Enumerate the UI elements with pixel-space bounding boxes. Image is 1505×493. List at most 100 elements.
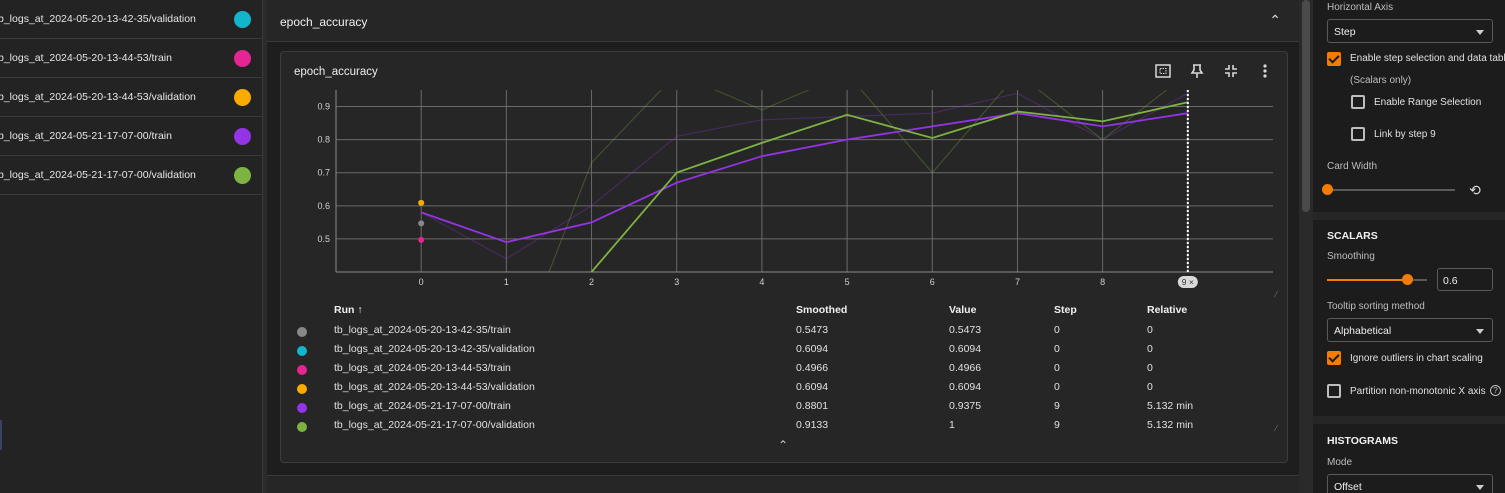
dropdown-arrow-icon	[1476, 485, 1484, 490]
table-row: tb_logs_at_2024-05-20-13-44-53/validatio…	[281, 379, 1289, 398]
fullscreen-exit-icon[interactable]	[1221, 62, 1241, 82]
y-tick-label: 0.7	[317, 168, 330, 178]
table-row: tb_logs_at_2024-05-21-17-07-00/train 0.88…	[281, 398, 1289, 417]
step-selection-label: Enable step selection and data table	[1350, 53, 1505, 64]
link-by-step-checkbox[interactable]	[1351, 127, 1365, 141]
step-selector-badge	[1177, 276, 1198, 288]
card-width-knob[interactable]	[1322, 184, 1333, 195]
dropdown-arrow-icon	[1476, 30, 1484, 35]
scalars-only-note: (Scalars only)	[1350, 75, 1412, 86]
cell-smoothed: 0.4966	[796, 362, 829, 374]
more-vert-icon[interactable]	[1255, 62, 1275, 82]
cell-run: tb_logs_at_2024-05-21-17-07-00/train	[334, 400, 511, 412]
partition-label: Partition non-monotonic X axis	[1350, 386, 1486, 397]
table-row: tb_logs_at_2024-05-20-13-44-53/train 0.49…	[281, 360, 1289, 379]
cell-step: 0	[1054, 362, 1060, 374]
scalars-section-title: SCALARS	[1327, 230, 1378, 242]
cell-smoothed: 0.6094	[796, 343, 829, 355]
fit-to-domain-icon[interactable]	[1153, 62, 1173, 82]
run-label: b_logs_at_2024-05-20-13-44-53/validation	[0, 91, 196, 103]
cell-value: 0.6094	[949, 381, 982, 393]
cell-smoothed: 0.8801	[796, 400, 829, 412]
cell-relative: 5.132 min	[1147, 400, 1194, 412]
smoothing-label: Smoothing	[1327, 251, 1375, 262]
plot-area	[418, 90, 1189, 272]
run-color-swatch[interactable]	[234, 50, 251, 67]
header-step[interactable]: Step	[1054, 304, 1077, 316]
run-color-dot	[297, 403, 307, 413]
help-icon[interactable]: ?	[1490, 385, 1501, 396]
runs-sidebar: b_logs_at_2024-05-20-13-42-35/validation…	[0, 0, 263, 493]
step-selector-label: 9 ×	[1182, 277, 1194, 287]
run-item[interactable]: b_logs_at_2024-05-20-13-42-35/validation	[0, 0, 262, 39]
cell-relative: 0	[1147, 343, 1153, 355]
smoothing-value: 0.6	[1443, 275, 1458, 287]
header-value[interactable]: Value	[949, 304, 977, 316]
range-selection-checkbox[interactable]	[1351, 95, 1365, 109]
chevron-up-icon[interactable]: ⌃	[1269, 12, 1281, 28]
cell-run: tb_logs_at_2024-05-20-13-44-53/validatio…	[334, 381, 535, 393]
series-point	[418, 220, 425, 227]
card-group-header[interactable]: epoch_accuracy ⌃	[267, 0, 1299, 42]
cell-smoothed: 0.6094	[796, 381, 829, 393]
pin-icon[interactable]	[1187, 62, 1207, 82]
card-toolbar	[1153, 62, 1275, 82]
cell-smoothed: 0.9133	[796, 419, 829, 431]
series-line	[590, 101, 1188, 272]
partition-checkbox[interactable]	[1327, 384, 1341, 398]
header-smoothed[interactable]: Smoothed	[796, 304, 848, 316]
run-item[interactable]: b_logs_at_2024-05-20-13-44-53/validation	[0, 78, 262, 117]
chevron-up-icon[interactable]: ⌃	[778, 438, 789, 452]
cell-step: 0	[1054, 381, 1060, 393]
cell-smoothed: 0.5473	[796, 324, 829, 336]
run-item[interactable]: b_logs_at_2024-05-21-17-07-00/validation	[0, 156, 262, 195]
sidebar-resize-handle[interactable]	[263, 0, 267, 493]
select-value: Alphabetical	[1334, 325, 1392, 337]
select-value: Step	[1334, 26, 1356, 38]
run-color-swatch[interactable]	[234, 89, 251, 106]
ignore-outliers-label: Ignore outliers in chart scaling	[1350, 353, 1483, 364]
run-item[interactable]: b_logs_at_2024-05-20-13-44-53/train	[0, 39, 262, 78]
run-label: b_logs_at_2024-05-20-13-44-53/train	[0, 52, 172, 64]
table-resize-handle[interactable]: ⁄	[1275, 424, 1277, 433]
section-divider	[1313, 416, 1505, 424]
scrollbar-thumb[interactable]	[1302, 0, 1310, 212]
mode-select[interactable]: Offset	[1327, 474, 1493, 493]
line-chart[interactable]: 0.5 0.6 0.7 0.8 0.9 0 1 2 3 4 5 6 7 8 9 ×	[281, 88, 1289, 300]
smoothing-fill	[1327, 279, 1407, 281]
smoothing-knob[interactable]	[1402, 274, 1413, 285]
x-tick-label: 0	[419, 277, 424, 287]
run-color-swatch[interactable]	[234, 128, 251, 145]
x-tick-label: 3	[674, 277, 679, 287]
x-tick-label: 8	[1100, 277, 1105, 287]
cell-run: tb_logs_at_2024-05-20-13-44-53/train	[334, 362, 511, 374]
run-item[interactable]: b_logs_at_2024-05-21-17-07-00/train	[0, 117, 262, 156]
horizontal-axis-select[interactable]: Step	[1327, 19, 1493, 43]
group-title: epoch_accuracy	[280, 15, 368, 29]
cell-relative: 0	[1147, 324, 1153, 336]
card-width-track[interactable]	[1327, 189, 1455, 191]
main-scrollbar[interactable]	[1299, 0, 1313, 493]
y-tick-label: 0.6	[317, 201, 330, 211]
series-point	[418, 236, 425, 243]
cell-run: tb_logs_at_2024-05-21-17-07-00/validatio…	[334, 419, 535, 431]
cell-step: 0	[1054, 324, 1060, 336]
run-color-swatch[interactable]	[234, 167, 251, 184]
step-selection-checkbox[interactable]	[1327, 52, 1341, 66]
table-row: tb_logs_at_2024-05-21-17-07-00/validatio…	[281, 417, 1289, 436]
run-label: b_logs_at_2024-05-21-17-07-00/train	[0, 130, 172, 142]
reset-icon[interactable]: ⟲	[1469, 182, 1481, 198]
cell-step: 9	[1054, 400, 1060, 412]
data-table: Run ↑ Smoothed Value Step Relative tb_lo…	[281, 302, 1289, 436]
header-relative[interactable]: Relative	[1147, 304, 1188, 316]
cell-value: 0.6094	[949, 343, 982, 355]
tooltip-sorting-select[interactable]: Alphabetical	[1327, 318, 1493, 342]
select-value: Offset	[1334, 481, 1362, 493]
chart-resize-handle[interactable]: ⁄	[1275, 290, 1277, 299]
ignore-outliers-checkbox[interactable]	[1327, 351, 1341, 365]
card-title: epoch_accuracy	[294, 66, 378, 78]
run-color-swatch[interactable]	[234, 11, 251, 28]
header-run[interactable]: Run ↑	[334, 304, 363, 316]
smoothing-input[interactable]: 0.6	[1437, 268, 1493, 291]
